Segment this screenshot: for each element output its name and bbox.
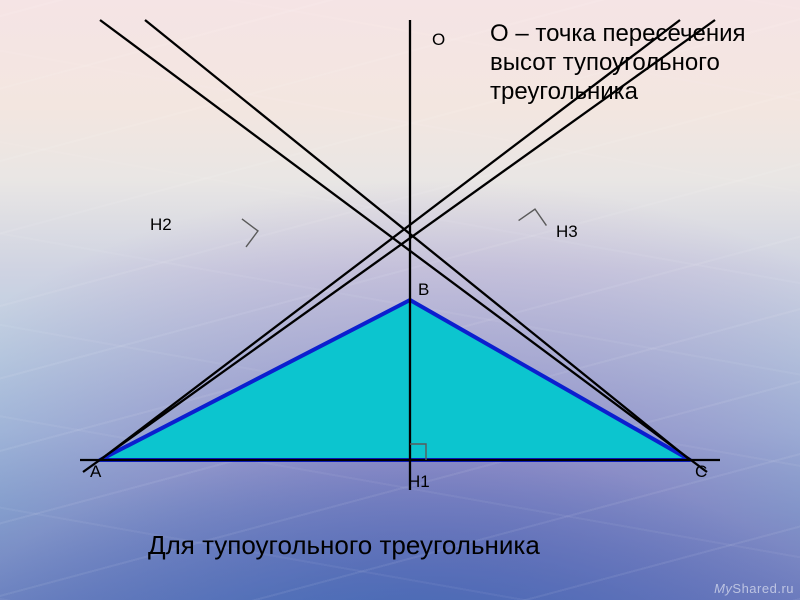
label-O: О bbox=[432, 30, 445, 50]
caption-text: Для тупоугольного треугольника bbox=[148, 530, 540, 561]
label-H2: Н2 bbox=[150, 215, 172, 235]
label-H1: Н1 bbox=[408, 472, 430, 492]
watermark-suffix: Shared.ru bbox=[732, 581, 794, 596]
label-C: С bbox=[695, 462, 707, 482]
title-text: О – точка пересечения высот тупоугольног… bbox=[490, 20, 746, 106]
title-line-3: треугольника bbox=[490, 78, 638, 105]
title-line-2: высот тупоугольного bbox=[490, 49, 720, 76]
title-line-1: О – точка пересечения bbox=[490, 20, 746, 47]
label-H3: Н3 bbox=[556, 222, 578, 242]
watermark: MyShared.ru bbox=[714, 581, 794, 596]
label-A: А bbox=[90, 462, 101, 482]
watermark-prefix: My bbox=[714, 581, 732, 596]
label-B: В bbox=[418, 280, 429, 300]
